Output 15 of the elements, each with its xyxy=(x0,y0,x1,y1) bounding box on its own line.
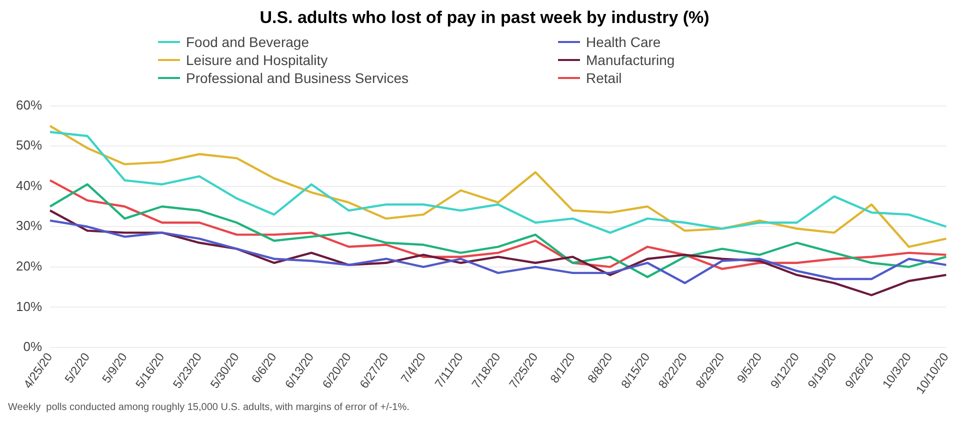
legend-label: Professional and Business Services xyxy=(186,70,409,86)
y-tick-label: 10% xyxy=(16,298,42,314)
chart-title: U.S. adults who lost of pay in past week by industry (%) xyxy=(258,8,710,29)
legend-label: Retail xyxy=(586,70,622,86)
text: Weekly polls conducted among roughly 15,000 U.S. adults, with margins of error of +/-1%. xyxy=(8,402,410,413)
legend-label: Manufacturing xyxy=(586,52,675,68)
y-tick-label: 40% xyxy=(16,178,42,193)
legend-label: Food and Beverage xyxy=(186,34,309,50)
y-tick-label: 60% xyxy=(16,97,42,112)
y-tick-label: 30% xyxy=(16,218,42,234)
y-tick-label: 0% xyxy=(23,339,42,354)
y-tick-label: 20% xyxy=(16,258,42,274)
y-tick-label: 50% xyxy=(16,138,42,153)
legend-label: Leisure and Hospitality xyxy=(186,52,328,68)
legend-label: Health Care xyxy=(586,34,661,50)
